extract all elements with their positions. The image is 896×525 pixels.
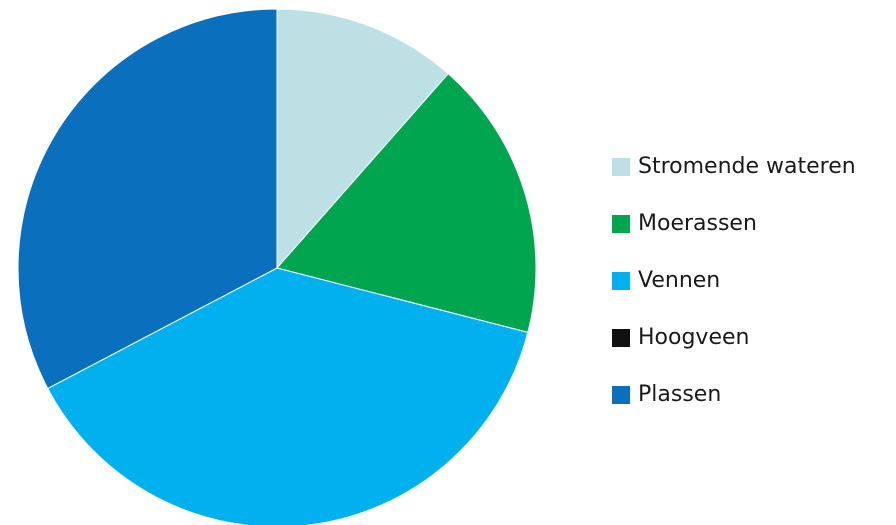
legend-item-hoogveen: Hoogveen [612,309,856,366]
pie-slice-plassen [17,8,278,390]
legend-swatch-moerassen [612,214,630,233]
legend-label-vennen: Vennen [638,267,721,293]
legend-swatch-plassen [612,385,630,404]
legend-item-moerassen: Moerassen [612,195,856,252]
pie-slice-stromende-wateren [276,8,449,270]
legend-item-stromende-wateren: Stromende wateren [612,138,856,195]
legend-label-moerassen: Moerassen [638,210,757,236]
pie-chart [17,8,537,525]
legend-label-stromende-wateren: Stromende wateren [638,153,856,179]
legend-item-vennen: Vennen [612,252,856,309]
legend-label-plassen: Plassen [638,381,722,407]
pie-slice-moerassen [276,73,537,334]
legend-swatch-stromende-wateren [612,157,630,176]
pie-slice-vennen [47,267,529,525]
legend-label-hoogveen: Hoogveen [638,324,750,350]
legend-item-plassen: Plassen [612,366,856,423]
legend-swatch-hoogveen [612,328,630,347]
chart-legend: Stromende wateren Moerassen Vennen Hoogv… [612,138,856,423]
legend-swatch-vennen [612,271,630,290]
